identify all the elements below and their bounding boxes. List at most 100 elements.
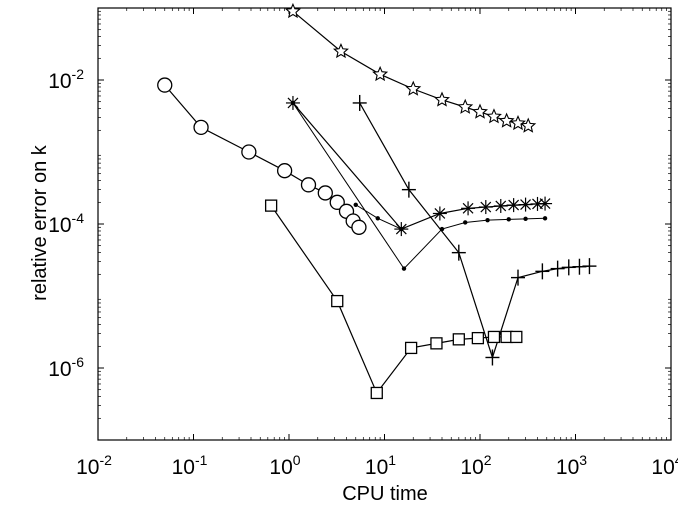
series-0-point-9 <box>510 114 526 131</box>
dot-marker <box>401 266 407 271</box>
x-tick-exponent: -1 <box>195 452 208 468</box>
series-4-point-1 <box>375 216 380 221</box>
x-axis-label: CPU time <box>342 483 428 505</box>
series-3-point-6 <box>523 216 528 222</box>
series-2-point-3 <box>461 201 476 216</box>
star-marker <box>520 117 537 133</box>
series-1-point-0 <box>157 77 173 93</box>
y-tick-base: 10 <box>48 70 71 93</box>
dot-marker <box>485 217 490 223</box>
series-6-line <box>270 205 517 395</box>
circle-marker <box>276 163 293 179</box>
series-1-point-3 <box>276 163 293 179</box>
star-marker <box>485 108 502 124</box>
series-0-point-5 <box>457 98 474 114</box>
asterisk-marker-d <box>520 199 531 211</box>
circle-marker <box>300 177 317 193</box>
asterisk-marker-d <box>434 208 446 219</box>
y-tick-label: 10-6 <box>48 354 84 381</box>
series-5-point-3 <box>485 349 500 366</box>
series-2-point-6 <box>506 198 521 213</box>
x-tick-base: 10 <box>365 456 388 479</box>
x-tick-label: 10-2 <box>76 452 112 479</box>
series-6-point-1 <box>331 294 344 308</box>
square-marker <box>452 333 465 346</box>
dot-marker <box>506 217 511 222</box>
x-tick-exponent: 4 <box>675 452 678 468</box>
series-2-point-5 <box>493 198 508 213</box>
x-tick-exponent: 3 <box>579 452 587 468</box>
square-marker <box>370 386 383 400</box>
star-marker <box>457 98 474 114</box>
dot-marker <box>542 216 548 221</box>
series-4-point-2 <box>399 226 404 232</box>
square-marker <box>430 337 443 350</box>
series-2-point-7 <box>518 197 533 212</box>
series-5-point-2 <box>451 244 466 261</box>
series-3-point-0 <box>290 100 296 106</box>
x-tick-exponent: 1 <box>388 452 396 468</box>
circle-marker <box>351 219 367 235</box>
square-marker <box>264 199 278 212</box>
square-marker <box>510 330 523 344</box>
x-tick-label: 104 <box>651 452 678 479</box>
asterisk-marker-d <box>508 199 520 211</box>
dot-marker <box>353 202 358 207</box>
series-0-point-2 <box>372 65 389 82</box>
y-tick-exponent: -6 <box>72 354 85 370</box>
series-2-point-9 <box>538 196 553 211</box>
series-0-point-10 <box>520 117 537 133</box>
series-1-point-5 <box>317 185 333 201</box>
y-tick-label: 10-2 <box>48 66 84 93</box>
dot-marker <box>290 100 296 106</box>
x-tick-base: 10 <box>76 456 99 479</box>
x-tick-exponent: 0 <box>293 452 301 468</box>
star-marker <box>332 42 349 59</box>
series-0-point-6 <box>472 103 488 119</box>
star-marker <box>284 2 301 19</box>
x-tick-base: 10 <box>556 456 579 479</box>
series-6-point-2 <box>370 386 383 400</box>
asterisk-marker-d <box>462 202 474 214</box>
series-5-point-1 <box>401 181 416 198</box>
series-0-point-8 <box>498 112 515 128</box>
x-tick-label: 100 <box>269 452 300 479</box>
asterisk-marker-d <box>539 198 551 210</box>
series-1-point-2 <box>241 144 257 160</box>
star-marker <box>405 80 422 96</box>
asterisk-marker-d <box>532 198 543 210</box>
dot-marker <box>523 216 528 222</box>
series-0-point-4 <box>434 91 450 107</box>
series-3-point-7 <box>542 216 548 221</box>
asterisk-marker-d <box>495 200 507 212</box>
series-0-point-7 <box>485 108 502 124</box>
star-marker <box>498 112 515 128</box>
circle-marker <box>241 144 257 160</box>
series-6-point-5 <box>452 333 465 346</box>
series-5-point-9 <box>582 258 597 275</box>
square-marker <box>471 331 485 345</box>
series-5-point-5 <box>535 263 550 280</box>
x-tick-base: 10 <box>651 456 674 479</box>
dot-marker <box>463 220 468 225</box>
series-3-point-4 <box>485 217 490 223</box>
series-0-point-0 <box>284 2 301 19</box>
star-marker <box>472 103 488 119</box>
x-tick-exponent: 2 <box>484 452 492 468</box>
star-marker <box>372 65 389 82</box>
y-tick-base: 10 <box>48 214 71 237</box>
series-5-point-6 <box>550 260 565 277</box>
y-tick-exponent: -4 <box>72 210 85 226</box>
y-tick-label: 10-4 <box>48 210 84 237</box>
plot-layer: 10-210-110010110210310410-210-410-6 <box>48 2 678 479</box>
y-tick-base: 10 <box>48 358 71 381</box>
series-6-point-3 <box>404 341 418 355</box>
series-0-point-1 <box>332 42 349 59</box>
square-marker <box>331 294 344 308</box>
x-tick-label: 103 <box>556 452 587 479</box>
dot-marker <box>399 226 404 232</box>
series-3-point-5 <box>506 217 511 222</box>
